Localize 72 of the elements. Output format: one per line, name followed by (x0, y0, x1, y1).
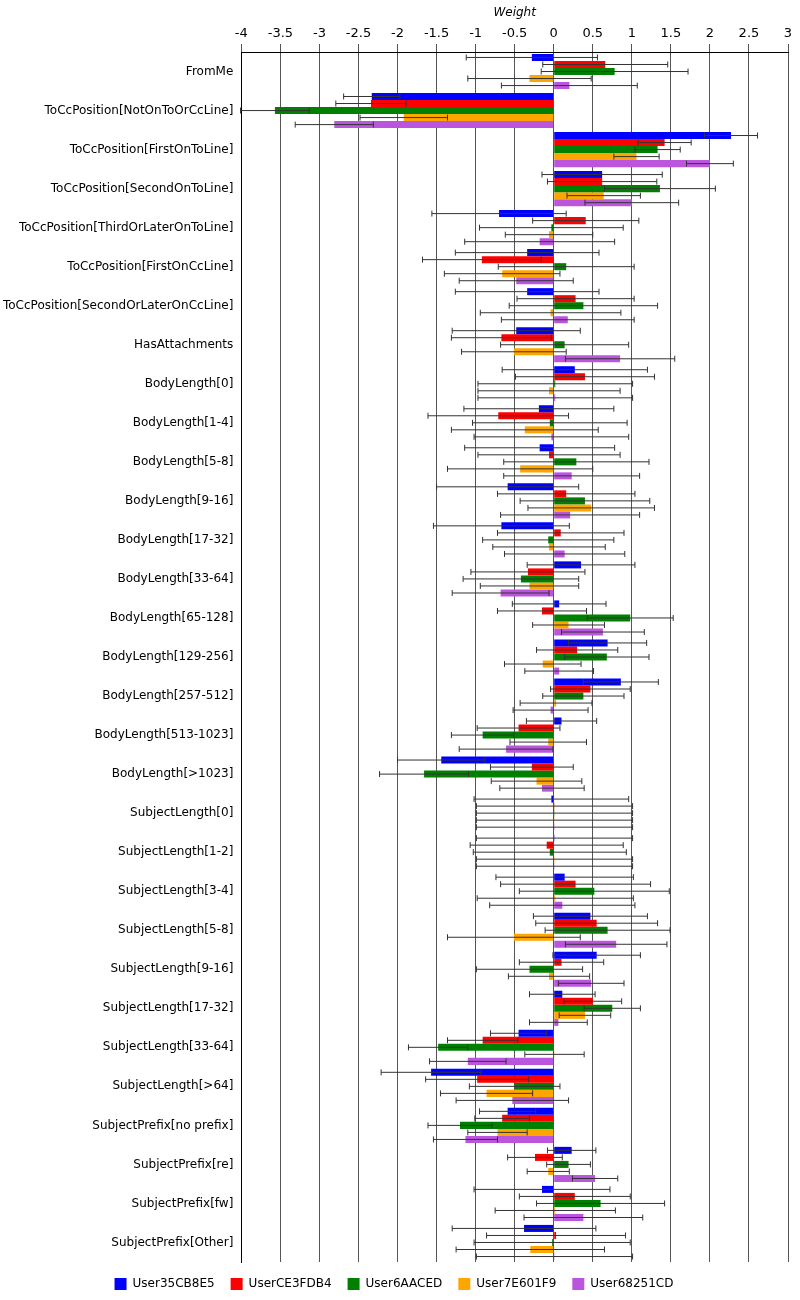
y-tick-label: BodyLength[5-8] (132, 453, 234, 468)
y-tick-label: ToCcPosition[ThirdOrLaterOnToLine] (17, 219, 234, 234)
x-tick-label: -2 (391, 24, 405, 40)
y-tick-label: BodyLength[17-32] (117, 532, 234, 547)
bar (497, 1128, 554, 1136)
x-tick-label: -0.5 (501, 24, 528, 40)
bar (502, 1114, 554, 1122)
y-tick-label: ToCcPosition[NotOnToOrCcLine] (43, 102, 234, 117)
legend-label: User68251CD (590, 1276, 674, 1291)
y-tick-label: BodyLength[129-256] (102, 649, 234, 664)
legend-label: User35CB8E5 (132, 1276, 215, 1291)
x-tick-label: 1.5 (660, 24, 682, 40)
y-tick-label: BodyLength[33-64] (117, 571, 234, 586)
y-tick-label: ToCcPosition[FirstOnToLine] (68, 141, 234, 156)
y-tick-label: BodyLength[1-4] (132, 414, 234, 429)
y-tick-label: SubjectLength[5-8] (118, 922, 234, 937)
y-tick-label: BodyLength[65-128] (109, 610, 234, 625)
bar (431, 1068, 554, 1076)
y-tick-label: SubjectPrefix[fw] (131, 1195, 234, 1210)
y-tick-label: SubjectLength[1-2] (118, 844, 234, 859)
y-tick-label: ToCcPosition[FirstOnCcLine] (66, 258, 234, 273)
y-tick-label: SubjectLength[9-16] (110, 961, 234, 976)
y-tick-label: BodyLength[257-512] (102, 688, 234, 703)
x-axis-title: Weight (493, 5, 538, 20)
y-tick-label: BodyLength[513-1023] (94, 727, 234, 742)
y-tick-label: HasAttachments (134, 336, 234, 351)
legend-label: User6AACED (365, 1276, 443, 1291)
x-tick-label: 2 (705, 24, 715, 40)
x-tick-label: 0 (549, 24, 558, 40)
y-tick-label: FromMe (185, 63, 234, 78)
bar (554, 160, 710, 168)
x-tick-label: 3 (783, 24, 793, 40)
bar (554, 199, 632, 207)
bar (370, 100, 554, 108)
bar (554, 139, 665, 147)
x-tick-label: 2.5 (738, 24, 760, 40)
legend-label: UserCE3FDB4 (248, 1276, 332, 1291)
bar (554, 146, 658, 154)
y-tick-label: SubjectPrefix[no prefix] (92, 1117, 234, 1132)
y-tick-label: BodyLength[>1023] (111, 766, 234, 781)
x-tick-label: 0.5 (582, 24, 604, 40)
y-tick-label: ToCcPosition[SecondOnToLine] (49, 180, 234, 195)
y-tick-label: SubjectLength[3-4] (118, 883, 234, 898)
bar (403, 114, 554, 122)
bar (274, 107, 554, 115)
y-tick-label: ToCcPosition[SecondOrLaterOnCcLine] (1, 297, 234, 312)
bar (438, 1043, 554, 1051)
bar (334, 121, 554, 129)
y-tick-label: SubjectPrefix[re] (133, 1156, 234, 1171)
bar (554, 153, 637, 161)
bar (482, 1036, 554, 1044)
bar (554, 1004, 613, 1012)
x-tick-label: -1 (469, 24, 483, 40)
bar (554, 185, 660, 193)
x-tick-label: 1 (627, 24, 636, 40)
bar (460, 1121, 554, 1129)
y-tick-label: SubjectLength[17-32] (102, 1000, 234, 1015)
y-tick-label: SubjectLength[>64] (112, 1078, 234, 1093)
x-tick-label: -2.5 (345, 24, 372, 40)
x-tick-label: -3 (312, 24, 326, 40)
y-tick-label: SubjectLength[33-64] (102, 1039, 234, 1054)
y-tick-label: BodyLength[0] (144, 375, 234, 390)
legend-label: User7E601F9 (476, 1276, 557, 1291)
y-tick-label: SubjectPrefix[Other] (111, 1234, 234, 1249)
y-tick-label: SubjectLength[0] (130, 805, 234, 820)
bar (371, 92, 554, 101)
bar (554, 132, 731, 140)
y-tick-label: BodyLength[9-16] (125, 493, 234, 507)
bar (467, 1057, 554, 1065)
x-tick-label: -4 (234, 24, 248, 40)
x-tick-label: -1.5 (423, 24, 450, 40)
x-tick-label: -3.5 (267, 24, 294, 40)
